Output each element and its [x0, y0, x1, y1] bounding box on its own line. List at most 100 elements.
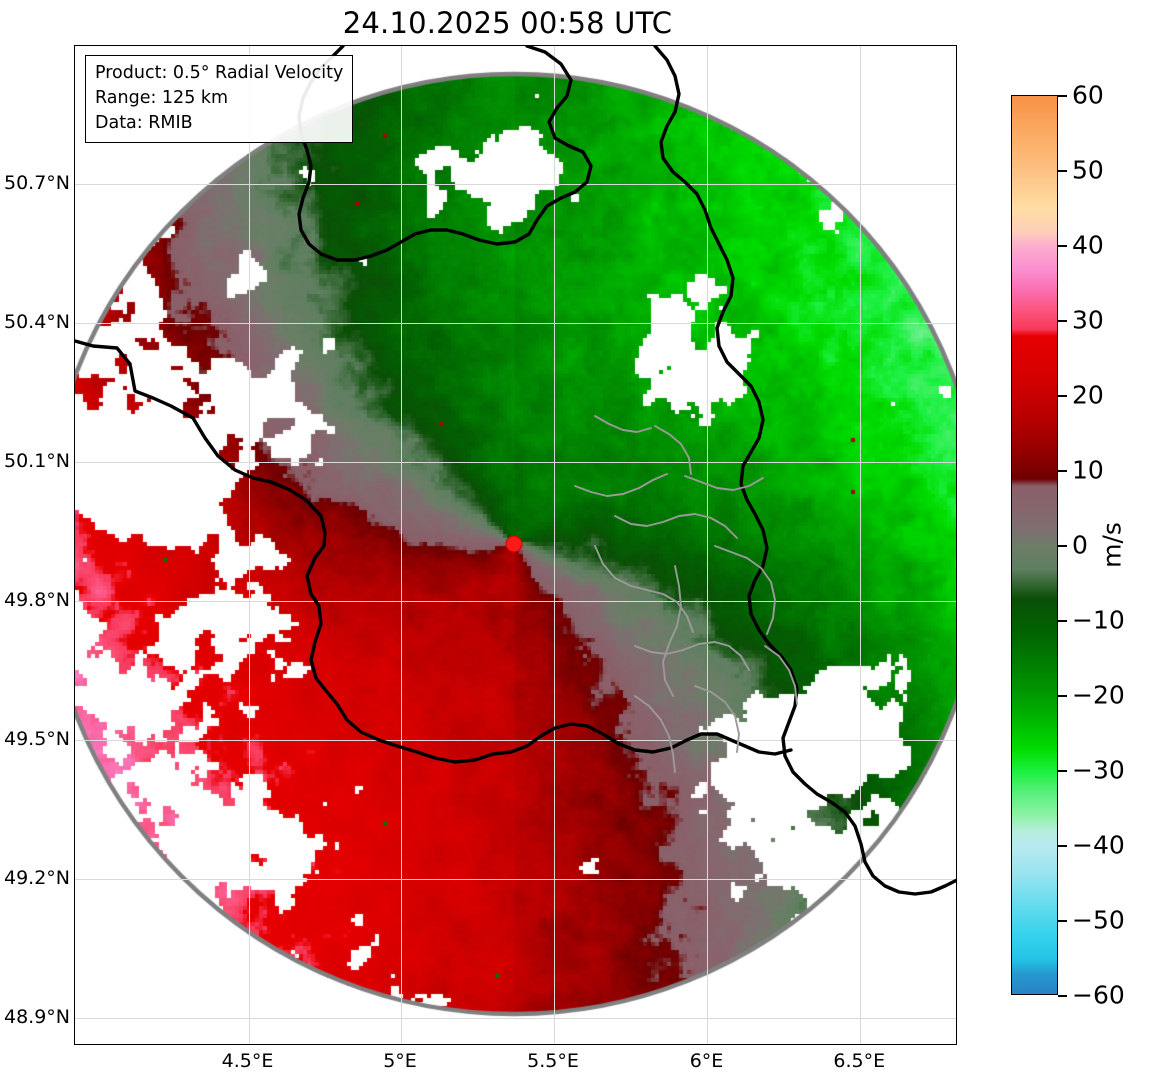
- colorbar-tick-12: [1058, 995, 1067, 997]
- colorbar-segment-6: [1012, 268, 1057, 291]
- colorbar-segment-29: [1012, 831, 1057, 846]
- x-tick-label-3: 6°E: [689, 1050, 724, 1072]
- colorbar-segment-0: [1012, 96, 1057, 134]
- colorbar-unit-label: m/s: [1097, 522, 1127, 568]
- y-tick-label-1: 50.4°N: [4, 311, 71, 333]
- colorbar-tick-0: [1058, 95, 1067, 97]
- colorbar-tick-8: [1058, 695, 1067, 697]
- colorbar-segment-10: [1012, 336, 1057, 381]
- colorbar-segment-2: [1012, 171, 1057, 209]
- colorbar-segment-15: [1012, 486, 1057, 509]
- colorbar-segment-11: [1012, 381, 1057, 419]
- colorbar-tick-label-5: 10: [1072, 455, 1104, 485]
- colorbar-segment-23: [1012, 688, 1057, 719]
- colorbar-tick-2: [1058, 245, 1067, 247]
- border-path: [614, 513, 738, 539]
- colorbar-segment-8: [1012, 313, 1057, 329]
- colorbar-ticks: 60 50 40 30 20 10 0 −10 −20 −30 −40 −50 −60: [1058, 81, 1168, 1010]
- colorbar-tick-3: [1058, 320, 1067, 322]
- colorbar-segment-32: [1012, 906, 1057, 936]
- colorbar-segment-33: [1012, 936, 1057, 959]
- colorbar-segment-5: [1012, 246, 1057, 269]
- gridline-h-3: [75, 601, 956, 602]
- colorbar-segment-19: [1012, 568, 1057, 599]
- colorbar-segment-13: [1012, 456, 1057, 479]
- colorbar-tick-label-11: −50: [1072, 905, 1125, 935]
- colorbar-tick-4: [1058, 395, 1067, 397]
- colorbar-tick-label-9: −30: [1072, 755, 1125, 785]
- colorbar-segment-25: [1012, 748, 1057, 771]
- colorbar: [1011, 95, 1058, 995]
- border-path: [694, 685, 740, 753]
- gridline-v-3: [707, 46, 709, 1044]
- border-path: [654, 425, 692, 475]
- gridline-h-2: [75, 462, 956, 463]
- colorbar-segment-18: [1012, 546, 1057, 569]
- x-tick-label-1: 5°E: [383, 1050, 417, 1072]
- colorbar-tick-label-2: 40: [1072, 230, 1104, 260]
- colorbar-segment-31: [1012, 876, 1057, 906]
- colorbar-tick-5: [1058, 470, 1067, 472]
- x-tick-label-0: 4.5°E: [221, 1050, 274, 1072]
- y-tick-label-2: 50.1°N: [4, 450, 71, 472]
- colorbar-tick-9: [1058, 770, 1067, 772]
- border-path: [634, 641, 750, 671]
- colorbar-segment-21: [1012, 628, 1057, 659]
- colorbar-segment-20: [1012, 598, 1057, 629]
- colorbar-segment-16: [1012, 508, 1057, 531]
- border-path: [574, 473, 668, 497]
- colorbar-tick-10: [1058, 845, 1067, 847]
- radar-site-marker: [505, 535, 523, 553]
- y-tick-label-0: 50.7°N: [4, 172, 71, 194]
- colorbar-segment-1: [1012, 133, 1057, 171]
- colorbar-tick-label-0: 60: [1072, 80, 1104, 110]
- border-path: [653, 46, 956, 896]
- border-path: [714, 545, 776, 635]
- colorbar-tick-label-4: 20: [1072, 380, 1104, 410]
- gridline-v-4: [860, 46, 862, 1044]
- colorbar-segment-24: [1012, 718, 1057, 749]
- border-path: [75, 339, 793, 764]
- info-box: Product: 0.5° Radial Velocity Range: 125…: [85, 55, 354, 143]
- y-tick-label-3: 49.8°N: [4, 589, 71, 611]
- colorbar-tick-label-12: −60: [1072, 980, 1125, 1010]
- radar-plot-axes: [74, 45, 957, 1045]
- border-path: [634, 695, 676, 773]
- gridline-h-5: [75, 879, 956, 880]
- colorbar-tick-label-8: −20: [1072, 680, 1125, 710]
- colorbar-tick-label-10: −40: [1072, 830, 1125, 860]
- colorbar-tick-11: [1058, 920, 1067, 922]
- border-path: [297, 46, 593, 262]
- colorbar-tick-label-3: 30: [1072, 305, 1104, 335]
- y-tick-label-6: 48.9°N: [4, 1006, 71, 1028]
- gridline-v-2: [554, 46, 556, 1044]
- border-path: [594, 545, 694, 633]
- border-path: [764, 645, 798, 705]
- colorbar-segment-17: [1012, 531, 1057, 546]
- colorbar-segment-7: [1012, 291, 1057, 314]
- colorbar-segment-30: [1012, 846, 1057, 876]
- gridline-h-6: [75, 1018, 956, 1019]
- colorbar-segment-26: [1012, 771, 1057, 794]
- colorbar-segment-22: [1012, 658, 1057, 689]
- gridline-v-0: [248, 46, 250, 1044]
- x-tick-label-4: 6.5°E: [833, 1050, 886, 1072]
- colorbar-tick-label-6: 0: [1072, 530, 1088, 560]
- colorbar-segment-27: [1012, 793, 1057, 816]
- info-range: Range: 125 km: [95, 87, 229, 108]
- y-tick-label-5: 49.2°N: [4, 867, 71, 889]
- colorbar-tick-6: [1058, 545, 1067, 547]
- colorbar-tick-label-7: −10: [1072, 605, 1125, 635]
- colorbar-segment-3: [1012, 208, 1057, 231]
- colorbar-segment-4: [1012, 231, 1057, 246]
- colorbar-tick-1: [1058, 170, 1067, 172]
- gridline-h-0: [75, 184, 956, 185]
- colorbar-tick-7: [1058, 620, 1067, 622]
- border-path: [594, 415, 652, 433]
- map-overlay: [75, 46, 956, 896]
- colorbar-segment-12: [1012, 418, 1057, 456]
- colorbar-segment-34: [1012, 958, 1057, 974]
- x-tick-label-2: 5.5°E: [527, 1050, 579, 1072]
- colorbar-segment-9: [1012, 328, 1057, 336]
- colorbar-tick-label-1: 50: [1072, 155, 1104, 185]
